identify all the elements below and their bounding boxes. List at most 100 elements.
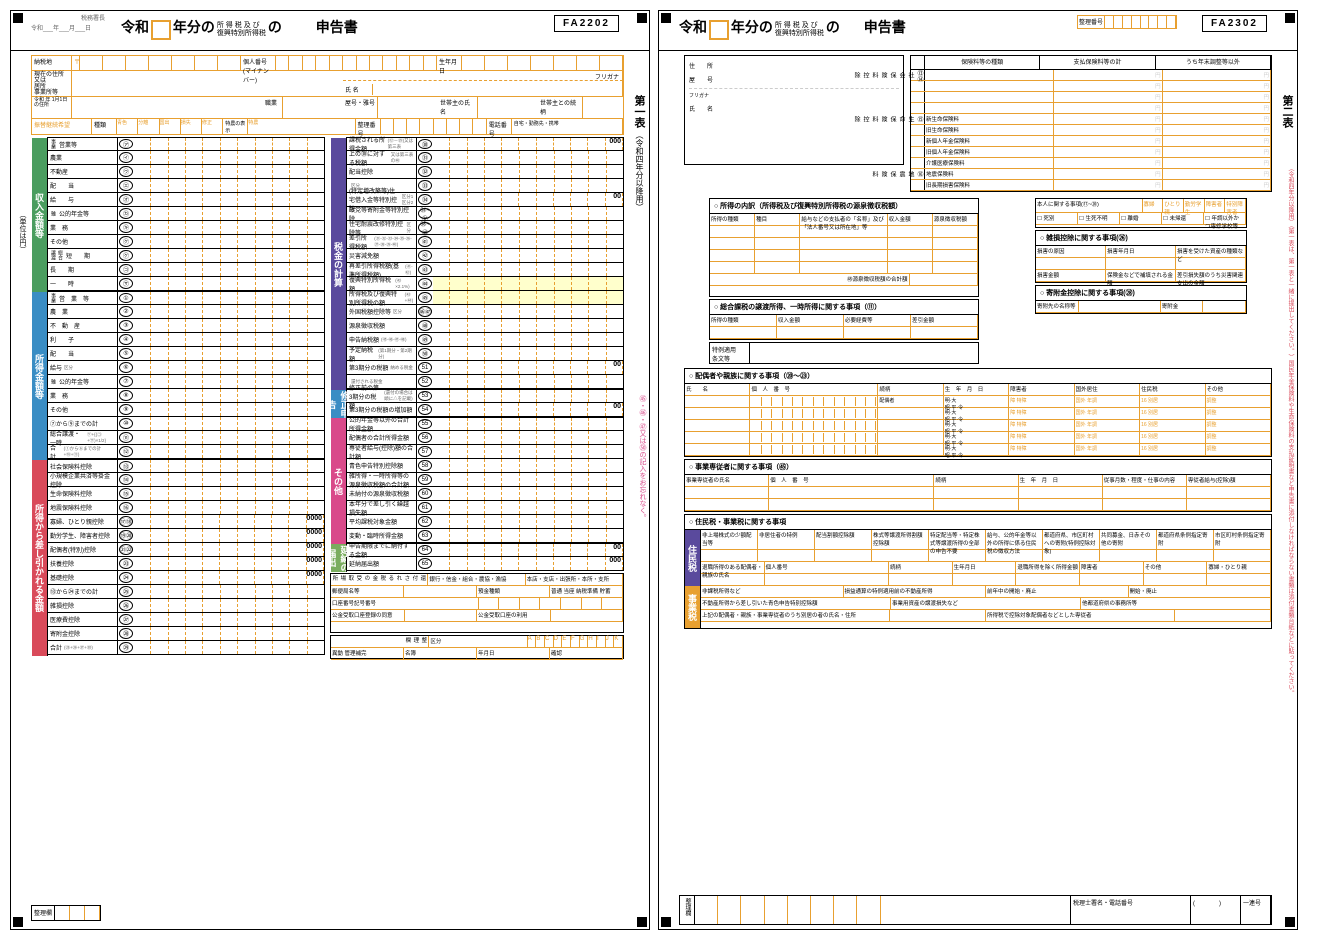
page2-header: 令和 年分の 所 得 税 及 び復興特別所得税 の 申告書 整理番号 FA230… xyxy=(659,11,1297,51)
row-㊿: 予定納税額(第1期分・第2期分) ㊿ xyxy=(346,347,624,361)
bottom-kubun: 整理欄 区分 ABCDEFGHIJK 異動 管理補完 名簿年月日確認 xyxy=(330,635,624,659)
era-label: 令和 xyxy=(121,19,149,35)
form-id-2: FA2302 xyxy=(1202,15,1267,32)
row-55: その他 公的年金等以外の合計所得金額 55 xyxy=(346,417,624,431)
row-⑤: 配 当 ⑤ xyxy=(47,347,325,361)
row-⑥: 給与区分 ⑥ xyxy=(47,361,325,375)
lbl-shurui: 種類 xyxy=(92,119,117,134)
sec-jigyou: ○ 事業専従者に関する事項（㊺） 事業専従者の氏名個 人 番 号続柄生 年 月 … xyxy=(684,459,1272,512)
row-51: 第3期分の税額納める税金 51 00 xyxy=(346,361,624,375)
row-㉛: 上の㉚に対する税額又は第三表の㊵ ㉛ xyxy=(346,151,624,165)
row-52: 還付される税金 52 xyxy=(346,375,624,389)
row-⑨: その他 ⑨ xyxy=(47,403,325,417)
row-㋚: 一 時 ㋚ xyxy=(47,277,325,291)
sec-uchiwake: ○ 所得の内訳（所得税及び復興特別所得税の源泉徴収税額） 所得の種類種目給与など… xyxy=(709,198,979,297)
row-㉓: 扶養控除 ㉓ 0000 xyxy=(47,557,325,571)
row-⑪: 総合譲渡・一時㋘+{(㋙+㋚)×1/2} ⑪ xyxy=(47,431,325,445)
corner-marker xyxy=(13,917,23,927)
refund-account: 還付される税金の受取場所 銀行・信金・組合・農協・漁協 本店・支店・出張所・本所… xyxy=(330,573,624,633)
row-②: 農 業 ② xyxy=(47,305,325,319)
sec-kifu: ○ 寄附金控除に関する事項(㉘) 寄附先の名称等 寄附金 xyxy=(1035,285,1247,314)
lbl-kojin: 個人番号 (マイナンバー) xyxy=(241,56,276,70)
side-title-2: 第二表 xyxy=(1277,91,1295,132)
title-no: の xyxy=(268,19,282,35)
row-㊾: 申告納税額(㊺-㊻-㊼-㊽) ㊾ xyxy=(346,333,624,347)
section-other: その他 公的年金等以外の合計所得金額 55 配偶者の合計所得金額 56 専従者給… xyxy=(330,417,624,543)
row-62: 平均課税対象金額 62 xyxy=(346,515,624,529)
sec-person: 本人に関する事項(⑰~⑳) 寡婦ひとり親勤労学生障害者特別障害者 ☐ 死別☐ 生… xyxy=(1035,198,1247,228)
section-shotoku: 所得金額等 事業営 業 等 ① 農 業 ② 不 動 産 ③ xyxy=(31,291,325,459)
corner-marker xyxy=(661,917,671,927)
lbl-shoku: 職業 xyxy=(263,97,283,118)
row-59: 雑所得・一時所得等の源泉徴収税額の合計額 59 xyxy=(346,473,624,487)
row-㊺: 所得税及び復興特別所得税の額(㊸+㊹) ㊺ xyxy=(346,291,624,305)
lbl-jan1: 令和 年 1月1日 の住所 xyxy=(32,97,72,118)
lbl-yago: 屋号・雅号 xyxy=(343,97,378,118)
title-sub1: 所 得 税 及 び xyxy=(217,22,260,29)
row-㋖: 業 務 ㋖ xyxy=(47,221,325,235)
row-65: 延納届出額 65 000 xyxy=(346,557,624,571)
row-㉘: 寄附金控除 ㉘ xyxy=(47,627,325,641)
side-note-1: ㊺・㊻・㊼又は㊿の記入をお忘れなく。 xyxy=(633,391,647,525)
lbl-tel: 電話番号 xyxy=(487,119,512,134)
taxpayer-info: 納税地 〒 個人番号 (マイナンバー) 生年月日 現在の住所又は居所事業所等 フ… xyxy=(31,55,624,135)
lbl-nouzei: 納税地 xyxy=(32,56,72,70)
row-㋗: その他 ㋗ xyxy=(47,235,325,249)
row-㋕: 雑公的年金等 ㋕ xyxy=(47,207,325,221)
row-㊽: 源泉徴収税額 ㊽ xyxy=(346,319,624,333)
row-61: 本年分で差し引く繰越損失額 61 xyxy=(346,501,624,515)
lbl-seiri: 整理番号 xyxy=(356,119,381,134)
page-2: 令和 年分の 所 得 税 及 び復興特別所得税 の 申告書 整理番号 FA230… xyxy=(658,10,1298,930)
row-㉖: 雑損控除 ㉖ xyxy=(47,599,325,613)
row-㊻㊼: 外国税額控除等区分 ㊻㊼ xyxy=(346,305,624,319)
era-year-box-2[interactable] xyxy=(709,20,729,40)
side-unit: （単位は円） xyxy=(13,211,27,253)
row-⑰⑱: 寡婦、ひとり親控除 ⑰⑱ 0000 xyxy=(47,515,325,529)
sec-jumin: ○ 住民税・事業税に関する事項 住民税 非上場株式の少額配当等非居住者の特例配当… xyxy=(684,514,1272,629)
sec-zasson: ○ 雑損控除に関する事項(㉖) 損害の原因損害年月日損害を受けた資産の種類など … xyxy=(1035,230,1247,283)
era-year-box[interactable] xyxy=(151,20,171,40)
row-⑩: ⑦から⑨までの計 ⑩ xyxy=(47,417,325,431)
side-note-2: （令和四年分以降用）（第一表は、第一表と一緒に提出してください。）国民年金保険料… xyxy=(1281,161,1295,700)
corner-marker xyxy=(637,917,647,927)
row-㉑㉒: 配偶者(特別)控除 ㉑㉒ 0000 xyxy=(47,543,325,557)
row-㉕: ⑬から㉔までの計 ㉕ xyxy=(47,585,325,599)
lbl-tsuzuki: 世帯主との続柄 xyxy=(538,97,583,118)
page-1: 税務署長 令和___年___月___日 令和 年分の 所 得 税 及 び 復興特… xyxy=(10,10,650,930)
row-⑦: 雑公的年金等 ⑦ xyxy=(47,375,325,389)
row-⑧: 業 務 ⑧ xyxy=(47,389,325,403)
header-office: 税務署長 xyxy=(81,13,105,22)
title-main: 申告書 xyxy=(316,19,358,35)
insurance-table: 保険料等の種類 支払保険料等の計 うち年末調整等以外 ⑬⑭社会保険料控除円円円円… xyxy=(910,55,1272,192)
row-64: 延納の届出 申告期限までに納付する金額 64 00 xyxy=(346,543,624,557)
row-㋑: 農業 ㋑ xyxy=(47,151,325,165)
row-㋓: 配 当 ㋓ xyxy=(47,179,325,193)
row-⑲⑳: 勤労学生、障害者控除 ⑲⑳ 0000 xyxy=(47,529,325,543)
section-tax: 税金の計算 課税される所得金額(⑫－㉙)又は第三表 ㉚ 000 上の㉚に対する税… xyxy=(330,137,624,389)
header-date: 令和___年___月___日 xyxy=(31,23,91,32)
row-⑫: 合計(①から⑥までの計+⑩+⑪) ⑫ xyxy=(47,445,325,459)
title-sub2: 復興特別所得税 xyxy=(217,30,266,37)
sec-haigu: ○ 配偶者や親族に関する事項（⑳～㉓） 氏 名個 人 番 号続柄生 年 月 日障… xyxy=(684,368,1272,457)
seiri-box: 整理番号 xyxy=(1077,15,1177,29)
row-㊶: 差引所得税額(㉛-㉜-㉝-㉞-㉟-㊱-㊲-㊳-㊴-㊵) ㊶ xyxy=(346,235,624,249)
corner-marker xyxy=(1285,917,1295,927)
main-grid: 収入金額等 事業営業等 ㋐ 農業 ㋑ 不動産 ㋒ 配 xyxy=(31,137,624,661)
section-correction: 修正申告 修正前の第3期分の税額(還付の場合は頭に△を記載) 53 第3期分の税… xyxy=(330,389,624,417)
row-57: 専従者給与(控除)額の合計額 57 xyxy=(346,445,624,459)
page1-header: 税務署長 令和___年___月___日 令和 年分の 所 得 税 及 び 復興特… xyxy=(11,11,649,51)
lbl-name: 氏 名 xyxy=(343,84,373,95)
row-㉗: 医療費控除 ㉗ xyxy=(47,613,325,627)
row-⑯: 地震保険料控除 ⑯ xyxy=(47,501,325,515)
section-deferral: 延納の届出 申告期限までに納付する金額 64 00 延納届出額 65 000 xyxy=(330,543,624,571)
row-㋘: 総合譲渡短 期 ㋘ xyxy=(47,249,325,263)
title-year: 年分の xyxy=(173,19,215,35)
era-label-2: 令和 xyxy=(679,19,707,35)
row-③: 不 動 産 ③ xyxy=(47,319,325,333)
row-㉔: 基礎控除 ㉔ 0000 xyxy=(47,571,325,585)
p2-bottom: 整理欄 税理士署名・電話番号 ( ) 一連号 xyxy=(679,895,1272,925)
row-⑭: 小規模企業共済等掛金控除 ⑭ xyxy=(47,473,325,487)
section-deduction: 所得から差し引かれる金額 社会保険料控除 ⑬ 小規模企業共済等掛金控除 ⑭ 生命… xyxy=(31,459,325,655)
lbl-addr: 現在の住所又は居所事業所等 xyxy=(32,71,72,96)
tokrei: 特例適用条文等 xyxy=(709,342,979,364)
